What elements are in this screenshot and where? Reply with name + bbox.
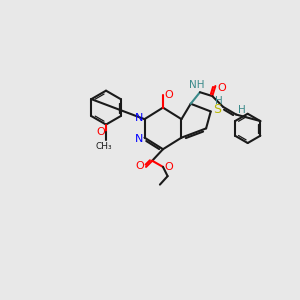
Text: O: O (136, 161, 144, 171)
Text: CH₃: CH₃ (95, 142, 112, 151)
Text: H: H (238, 105, 246, 115)
Text: O: O (165, 90, 173, 100)
Text: O: O (217, 82, 226, 93)
Text: S: S (213, 103, 221, 116)
Text: O: O (96, 127, 105, 137)
Text: N: N (135, 112, 143, 123)
Text: NH: NH (189, 80, 205, 90)
Text: O: O (165, 162, 173, 172)
Text: H: H (214, 96, 222, 106)
Text: N: N (135, 134, 143, 144)
